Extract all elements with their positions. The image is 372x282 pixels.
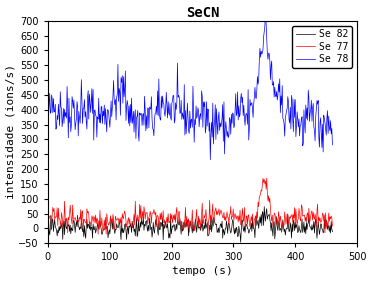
- Se 82: [141, 223, 145, 226]
- Se 78: [284, 109, 289, 112]
- Se 77: [141, 210, 145, 213]
- Se 82: [288, 229, 292, 232]
- Line: Se 78: Se 78: [48, 8, 333, 160]
- Se 82: [330, 230, 335, 233]
- Se 82: [46, 221, 50, 224]
- Se 77: [46, 201, 50, 205]
- Se 82: [51, 230, 56, 233]
- Title: SeCN: SeCN: [186, 6, 219, 19]
- Se 78: [208, 158, 212, 161]
- Se 82: [277, 219, 281, 222]
- Se 77: [288, 215, 292, 219]
- Se 78: [141, 113, 145, 116]
- Se 78: [46, 94, 50, 97]
- Legend: Se 82, Se 77, Se 78: Se 82, Se 77, Se 78: [292, 26, 352, 68]
- Se 77: [330, 224, 335, 228]
- Se 82: [284, 226, 289, 230]
- Se 77: [277, 214, 281, 218]
- Se 77: [51, 210, 56, 213]
- Se 77: [284, 217, 289, 220]
- Se 82: [199, 222, 203, 226]
- Se 78: [199, 118, 203, 121]
- Se 82: [262, 205, 266, 208]
- Se 78: [263, 6, 268, 10]
- Se 77: [264, 177, 269, 180]
- Line: Se 82: Se 82: [48, 207, 333, 242]
- Se 78: [51, 97, 56, 100]
- X-axis label: tempo (s): tempo (s): [172, 266, 233, 276]
- Se 78: [277, 90, 281, 94]
- Y-axis label: intensidade (ions/s): intensidade (ions/s): [6, 65, 16, 199]
- Se 78: [288, 121, 292, 125]
- Se 82: [238, 241, 243, 244]
- Se 77: [199, 228, 203, 231]
- Line: Se 77: Se 77: [48, 178, 333, 235]
- Se 78: [330, 143, 335, 146]
- Se 77: [206, 233, 210, 236]
